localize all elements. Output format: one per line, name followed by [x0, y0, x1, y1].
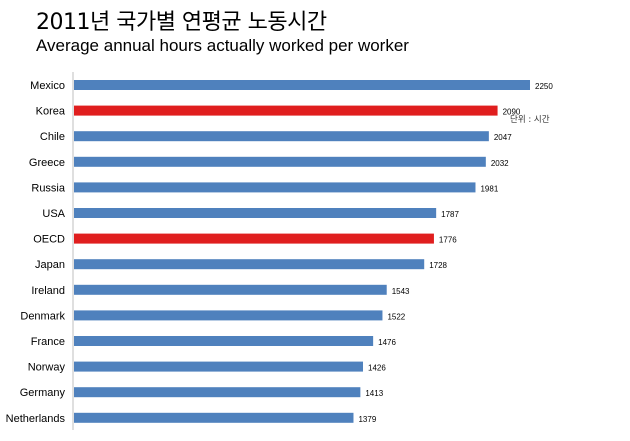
category-label-usa: USA [42, 208, 65, 220]
bar-germany [74, 387, 361, 398]
category-label-oecd: OECD [33, 234, 65, 246]
category-label-mexico: Mexico [30, 80, 65, 92]
category-label-norway: Norway [28, 362, 66, 374]
bar-france [74, 336, 374, 346]
page-subtitle: Average annual hours actually worked per… [36, 36, 409, 55]
bar-usa [74, 208, 437, 218]
bar-group [74, 80, 530, 423]
unit-note: 단위 : 시간 [510, 114, 550, 125]
category-label-group: Mexico Korea Chile Greece Russia USA OECD Japan… [6, 80, 66, 425]
bar-korea [74, 105, 498, 116]
bar-russia [74, 182, 476, 193]
bar-ireland [74, 284, 387, 295]
value-label-ireland: 1543 [392, 287, 410, 296]
category-label-korea: Korea [36, 106, 66, 118]
bar-netherlands [74, 412, 354, 423]
value-label-oecd: 1776 [439, 236, 457, 245]
value-label-russia: 1981 [480, 184, 498, 193]
value-label-norway: 1426 [368, 364, 386, 373]
bar-chile [74, 131, 489, 142]
category-label-france: France [31, 336, 65, 348]
value-label-netherlands: 1379 [358, 415, 376, 424]
value-label-denmark: 1522 [387, 312, 405, 321]
bar-mexico [74, 80, 530, 90]
bar-japan [74, 259, 425, 270]
value-label-group: 2250 2090 2047 2032 1981 1787 1776 1728 1543 1522… [358, 82, 553, 424]
bar-norway [74, 361, 364, 372]
bar-oecd [74, 233, 434, 244]
value-label-france: 1476 [378, 338, 396, 347]
bar-greece [74, 156, 486, 167]
value-label-korea: 2090 [503, 108, 521, 117]
category-label-japan: Japan [35, 259, 65, 271]
value-label-greece: 2032 [491, 159, 509, 168]
value-label-chile: 2047 [494, 133, 512, 142]
value-label-japan: 1728 [429, 261, 447, 270]
bar-denmark [74, 310, 383, 321]
value-label-mexico: 2250 [535, 82, 553, 91]
page-title: 2011년 국가별 연평균 노동시간 [36, 10, 327, 35]
category-label-netherlands: Netherlands [6, 413, 66, 425]
value-label-usa: 1787 [441, 210, 459, 219]
category-label-germany: Germany [20, 387, 66, 399]
category-label-ireland: Ireland [31, 285, 65, 297]
category-label-chile: Chile [40, 131, 65, 143]
value-label-germany: 1413 [365, 389, 383, 398]
category-label-denmark: Denmark [20, 310, 65, 322]
category-label-russia: Russia [31, 182, 66, 194]
category-label-greece: Greece [29, 157, 65, 169]
